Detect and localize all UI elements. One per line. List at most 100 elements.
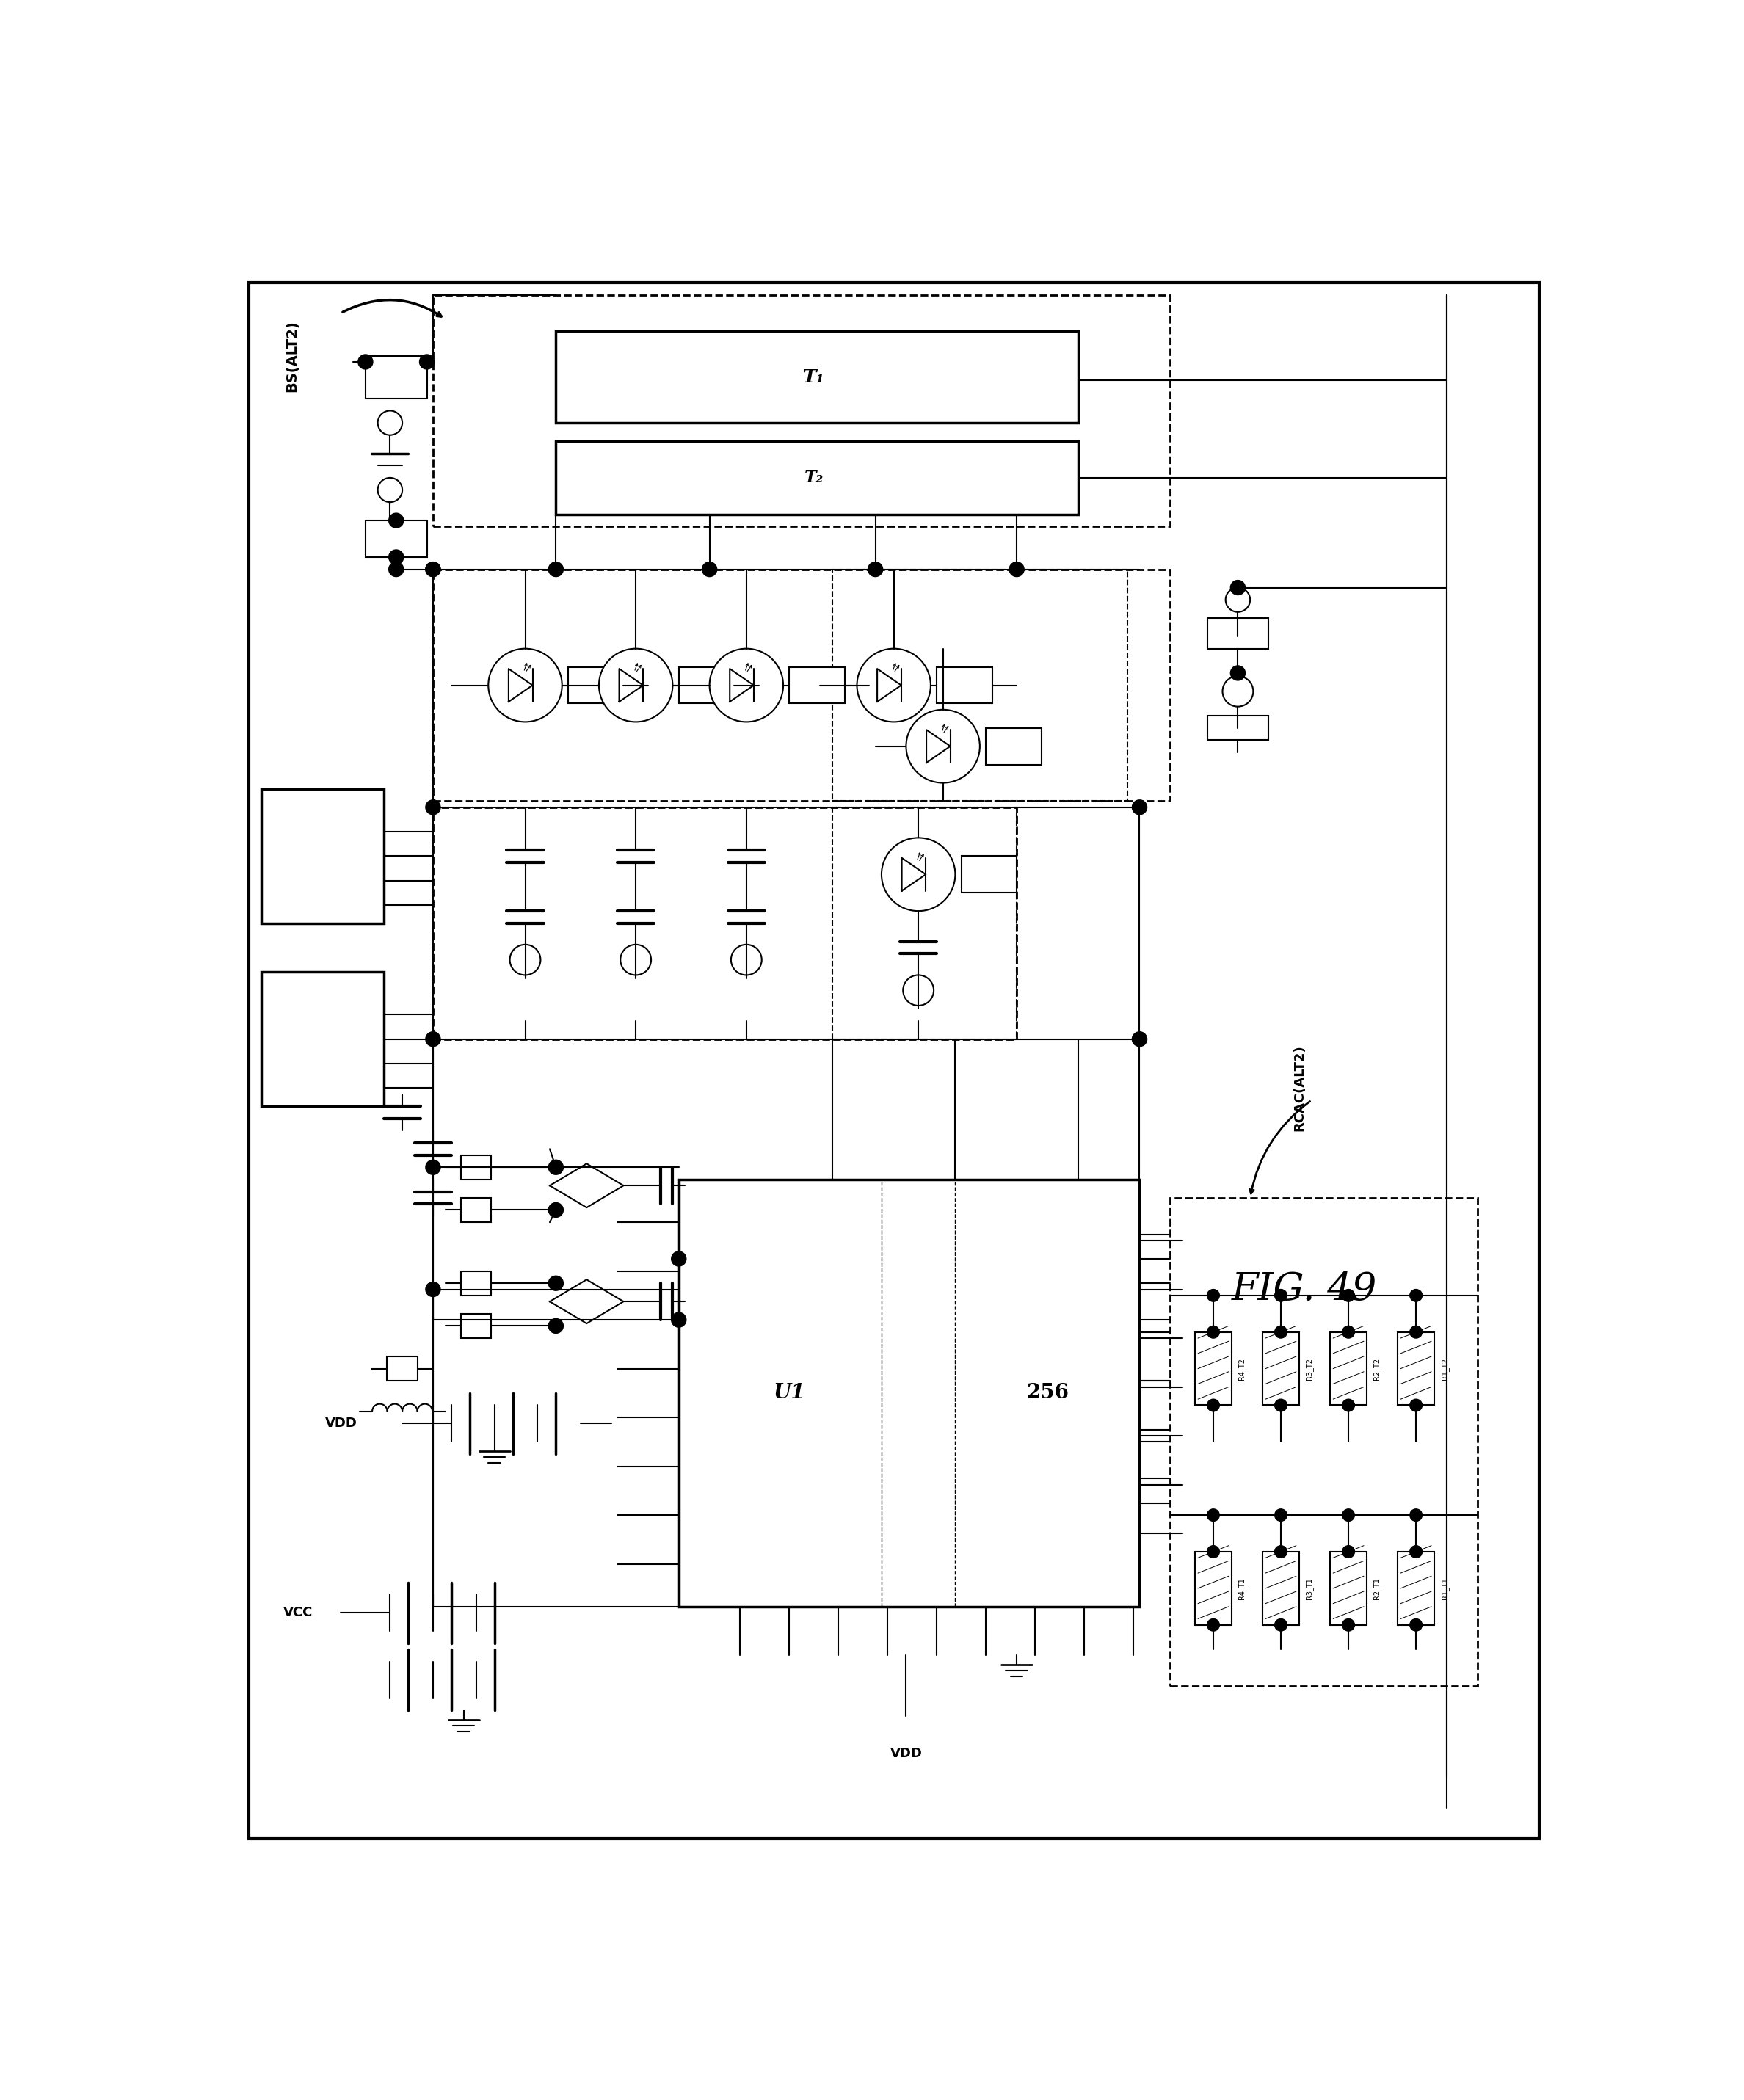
Circle shape [1223,676,1254,706]
Circle shape [1343,1325,1355,1338]
Bar [678,1180,1139,1606]
Circle shape [869,563,882,578]
Bar [678,668,734,704]
Circle shape [907,710,980,783]
Circle shape [549,1203,563,1218]
Circle shape [1275,1546,1287,1558]
Circle shape [426,563,441,578]
Circle shape [671,1252,685,1266]
Text: VCC: VCC [283,1606,312,1619]
Bar [460,1197,492,1222]
Circle shape [389,512,403,527]
Bar [1331,1331,1367,1405]
Bar [985,729,1041,764]
Bar [387,1357,417,1382]
Bar [961,857,1017,892]
Circle shape [1231,580,1245,594]
Circle shape [1275,1619,1287,1632]
Circle shape [1409,1289,1421,1302]
Circle shape [488,649,562,722]
Circle shape [426,1281,441,1296]
Bar [1170,1197,1477,1686]
Circle shape [426,800,441,815]
Circle shape [549,1159,563,1174]
Circle shape [1343,1619,1355,1632]
Circle shape [426,1159,441,1174]
Text: VDD: VDD [324,1418,358,1430]
Circle shape [598,649,673,722]
Circle shape [1275,1510,1287,1520]
Circle shape [1132,800,1148,815]
Text: R1_T1: R1_T1 [1441,1577,1449,1600]
Bar [1397,1331,1434,1405]
Circle shape [426,1031,441,1046]
Circle shape [731,945,762,974]
Circle shape [1409,1399,1421,1411]
Text: R4_T2: R4_T2 [1238,1357,1245,1380]
Bar [366,521,427,556]
Circle shape [1207,1289,1219,1302]
Text: R2_T2: R2_T2 [1373,1357,1381,1380]
Bar [1263,1552,1299,1625]
Bar [366,355,427,399]
Circle shape [671,1312,685,1327]
Circle shape [1343,1546,1355,1558]
Bar [569,668,624,704]
Bar [460,1155,492,1180]
Circle shape [903,974,933,1006]
Text: T₁: T₁ [802,367,825,386]
Text: RCAC(ALT2): RCAC(ALT2) [1292,1044,1306,1132]
Circle shape [1343,1399,1355,1411]
Text: R1_T2: R1_T2 [1441,1357,1449,1380]
Bar [1263,1331,1299,1405]
Circle shape [1343,1289,1355,1302]
Bar [433,294,1170,527]
Text: T₂: T₂ [804,470,823,485]
Circle shape [1409,1546,1421,1558]
Circle shape [621,945,651,974]
Circle shape [389,550,403,565]
Circle shape [1343,1510,1355,1520]
Bar [832,806,1017,1040]
Circle shape [1207,1510,1219,1520]
Bar [556,441,1078,514]
Circle shape [389,563,403,578]
Circle shape [509,945,541,974]
Circle shape [856,649,931,722]
Circle shape [1132,1031,1148,1046]
Bar [460,1270,492,1296]
Bar [1331,1552,1367,1625]
Circle shape [703,563,717,578]
Text: FIG. 49: FIG. 49 [1231,1270,1378,1308]
Circle shape [1207,1619,1219,1632]
Text: BS(ALT2): BS(ALT2) [284,319,298,391]
Text: VDD: VDD [889,1747,923,1760]
Circle shape [1409,1619,1421,1632]
Circle shape [1275,1399,1287,1411]
Bar [433,569,1170,802]
Circle shape [378,412,403,435]
Circle shape [549,1277,563,1292]
Bar [1195,1331,1231,1405]
Circle shape [1010,563,1024,578]
Bar [1195,1552,1231,1625]
Text: R3_T2: R3_T2 [1306,1357,1313,1380]
Bar [790,668,844,704]
Circle shape [549,563,563,578]
Circle shape [1409,1510,1421,1520]
Bar [262,790,384,924]
Circle shape [1275,1325,1287,1338]
Circle shape [1226,588,1250,611]
Bar [832,569,1127,802]
Circle shape [378,479,403,502]
Circle shape [1207,1399,1219,1411]
Bar [937,668,992,704]
Bar [433,806,1017,1040]
Circle shape [1207,1546,1219,1558]
Bar [460,1315,492,1338]
Circle shape [420,355,434,370]
Circle shape [426,563,441,578]
Text: R4_T1: R4_T1 [1238,1577,1245,1600]
Text: U1: U1 [773,1384,806,1403]
Text: R3_T1: R3_T1 [1306,1577,1313,1600]
